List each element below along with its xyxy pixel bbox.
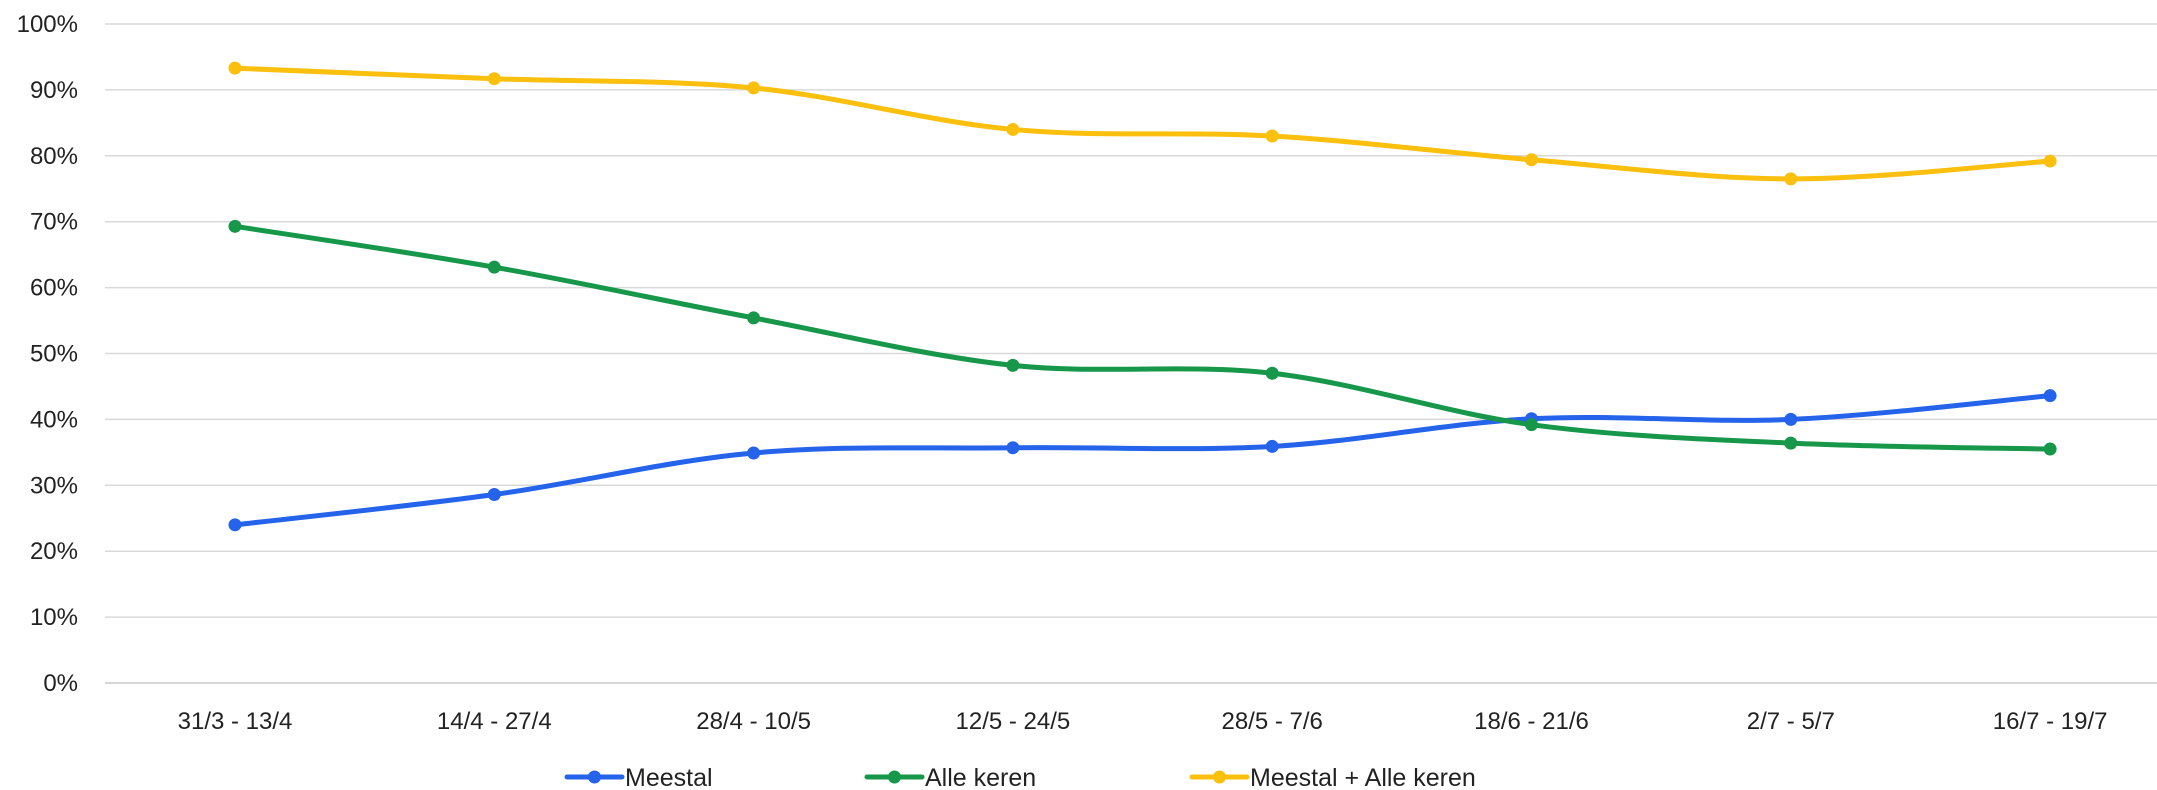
y-tick-label: 30% (30, 472, 78, 499)
x-tick-label: 28/5 - 7/6 (1221, 708, 1322, 735)
data-point (1784, 172, 1798, 186)
legend-item: Alle keren (864, 764, 1036, 790)
data-point (1784, 412, 1798, 426)
x-tick-label: 18/6 - 21/6 (1474, 708, 1589, 735)
data-point (1006, 441, 1020, 455)
data-point (1006, 122, 1020, 136)
legend-swatch-marker (888, 770, 901, 784)
series-line (232, 223, 2053, 452)
legend-label: Meestal + Alle keren (1250, 764, 1476, 790)
x-tick-label: 2/7 - 5/7 (1747, 708, 1835, 735)
y-tick-label: 0% (43, 670, 78, 697)
data-point (2043, 154, 2057, 168)
legend-item: Meestal (564, 764, 713, 790)
x-tick-label: 28/4 - 10/5 (696, 708, 811, 735)
data-point (487, 260, 501, 274)
series-line (232, 393, 2053, 528)
data-point (747, 446, 761, 460)
y-tick-label: 100% (17, 11, 78, 38)
series-line (232, 65, 2053, 182)
legend-swatch-marker (1213, 770, 1226, 784)
series-1 (228, 219, 2057, 456)
legend-swatch-marker (588, 770, 601, 784)
y-tick-label: 80% (30, 143, 78, 170)
series-2 (228, 61, 2057, 186)
data-point (1525, 418, 1538, 432)
data-point (228, 61, 242, 75)
y-tick-label: 20% (30, 538, 78, 565)
data-point (747, 311, 761, 325)
gridlines (105, 23, 2157, 684)
y-tick-label: 50% (30, 341, 78, 368)
series-0 (228, 389, 2057, 532)
data-point (228, 219, 242, 233)
y-axis: 0% 10% 20% 30% 40% 50% 60% 70% 80% 90% 100% (17, 11, 78, 697)
data-point (2043, 442, 2057, 456)
x-tick-label: 12/5 - 24/5 (956, 708, 1071, 735)
legend: Meestal Alle keren Meestal + Alle keren (564, 764, 1476, 790)
data-point (1265, 366, 1279, 380)
data-point (1784, 436, 1798, 450)
x-axis: 31/3 - 13/4 14/4 - 27/4 28/4 - 10/5 12/5 - … (178, 708, 2108, 735)
data-point (1265, 439, 1279, 453)
y-tick-label: 60% (30, 275, 78, 302)
y-tick-label: 40% (30, 406, 78, 433)
legend-label: Alle keren (925, 764, 1036, 790)
series-layer (228, 61, 2057, 532)
data-point (1265, 129, 1279, 143)
data-point (228, 518, 242, 532)
data-point (487, 72, 501, 86)
y-tick-label: 10% (30, 604, 78, 631)
data-point (2043, 389, 2057, 403)
legend-label: Meestal (625, 764, 713, 790)
data-point (1525, 153, 1538, 167)
y-tick-label: 90% (30, 77, 78, 104)
x-tick-label: 14/4 - 27/4 (437, 708, 552, 735)
y-tick-label: 70% (30, 209, 78, 236)
x-tick-label: 16/7 - 19/7 (1993, 708, 2108, 735)
data-point (487, 488, 501, 502)
data-point (1006, 358, 1020, 372)
legend-item: Meestal + Alle keren (1189, 764, 1476, 790)
data-point (747, 81, 761, 95)
x-tick-label: 31/3 - 13/4 (178, 708, 293, 735)
